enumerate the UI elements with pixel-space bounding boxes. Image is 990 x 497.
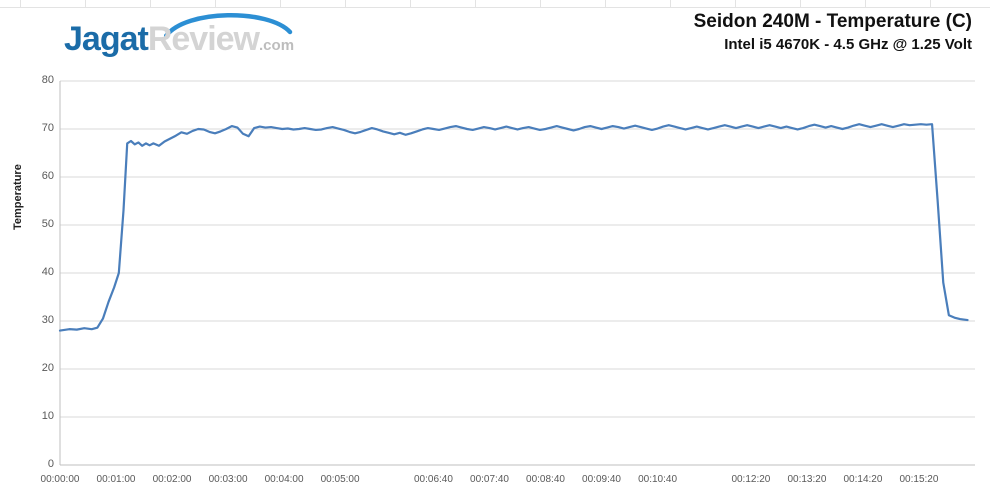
x-axis-tick-label: 00:01:00 [96, 474, 136, 485]
spreadsheet-cell-divider [670, 0, 671, 8]
logo-text-jagat: Jagat [64, 20, 149, 58]
spreadsheet-cell-divider [20, 0, 21, 8]
spreadsheet-cell-divider [410, 0, 411, 8]
spreadsheet-grid-strip [0, 0, 990, 8]
logo-arc-icon [164, 12, 293, 38]
spreadsheet-cell-divider [800, 0, 801, 8]
logo-text-com: .com [259, 37, 295, 54]
chart-title: Seidon 240M - Temperature (C) [693, 11, 972, 32]
spreadsheet-cell-divider [150, 0, 151, 8]
y-axis-tick-label: 40 [41, 266, 54, 278]
x-axis-tick-label: 00:14:20 [843, 474, 883, 485]
x-axis-tick-label: 00:07:40 [470, 474, 509, 485]
spreadsheet-cell-divider [930, 0, 931, 8]
spreadsheet-cell-divider [605, 0, 606, 8]
spreadsheet-cell-divider [85, 0, 86, 8]
x-axis-tick-label: 00:15:20 [899, 474, 939, 485]
chart-subtitle: Intel i5 4670K - 4.5 GHz @ 1.25 Volt [724, 36, 972, 53]
x-axis-tick-label: 00:05:00 [320, 474, 360, 485]
spreadsheet-cell-divider [540, 0, 541, 8]
y-axis-tick-label: 60 [41, 170, 54, 182]
spreadsheet-cell-divider [865, 0, 866, 8]
spreadsheet-cell-divider [345, 0, 346, 8]
spreadsheet-cell-divider [280, 0, 281, 8]
jagatreview-logo: JagatReview.com [64, 12, 294, 58]
x-axis-tick-label: 00:12:20 [731, 474, 771, 485]
title-block: Seidon 240M - Temperature (C) Intel i5 4… [694, 10, 972, 56]
logo-text-review: Review [147, 20, 260, 58]
x-axis-tick-label: 00:04:00 [264, 474, 304, 485]
y-axis-tick-label: 50 [41, 218, 54, 230]
x-axis-tick-label: 00:08:40 [526, 474, 565, 485]
y-axis-tick-label: 20 [41, 362, 54, 374]
spreadsheet-cell-divider [475, 0, 476, 8]
x-axis-tick-label: 00:10:40 [638, 474, 678, 485]
x-axis-tick-label: 00:03:00 [208, 474, 248, 485]
y-axis-tick-label: 80 [41, 74, 54, 86]
logo-text: JagatReview.com [64, 22, 294, 63]
x-axis-tick-label: 00:13:20 [787, 474, 827, 485]
y-axis-tick-label: 30 [41, 314, 54, 326]
data-series-line [58, 123, 969, 332]
y-axis-tick-label: 10 [41, 410, 54, 422]
x-axis-tick-label: 00:02:00 [152, 474, 192, 485]
spreadsheet-cell-divider [215, 0, 216, 8]
x-axis-tick-label: 00:09:40 [582, 474, 621, 485]
x-axis-tick-label: 00:06:40 [414, 474, 453, 485]
x-axis-tick-label: 00:00:00 [40, 474, 80, 485]
y-axis-tick-label: 70 [41, 122, 54, 134]
spreadsheet-cell-divider [735, 0, 736, 8]
y-axis-tick-label: 0 [47, 458, 54, 470]
